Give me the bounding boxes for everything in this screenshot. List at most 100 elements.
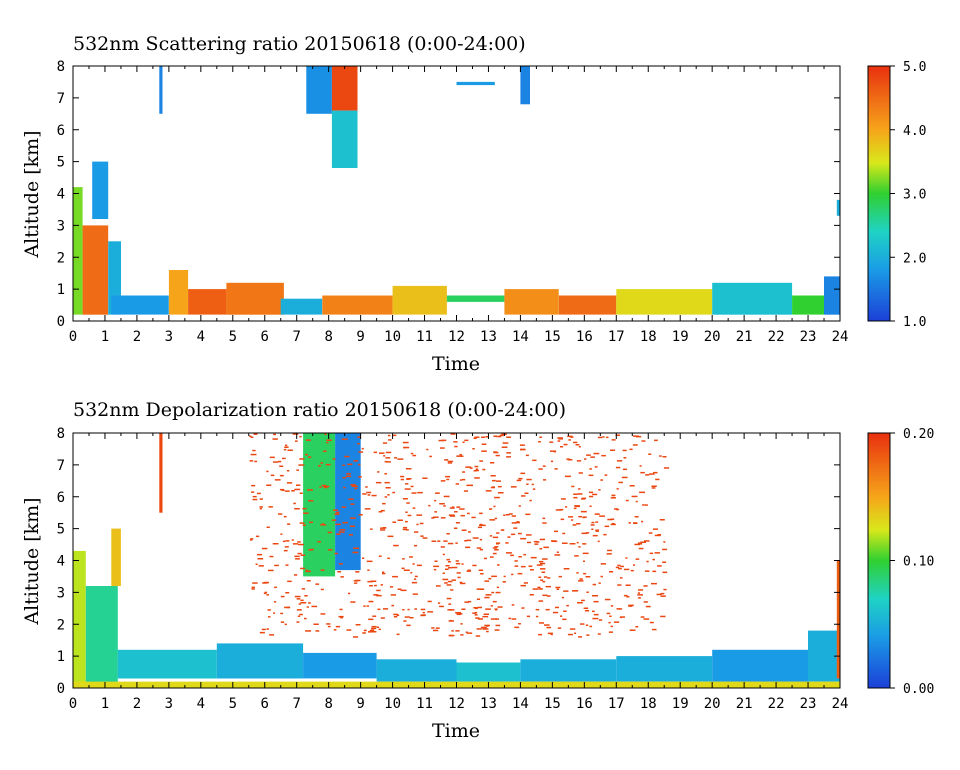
speckle-cell xyxy=(509,513,513,515)
speckle-cell xyxy=(660,592,665,595)
speckle-cell xyxy=(582,543,587,545)
heatmap-cell xyxy=(111,528,121,586)
speckle-cell xyxy=(411,581,418,584)
speckle-cell xyxy=(405,483,409,485)
speckle-cell xyxy=(451,566,458,569)
speckle-cell xyxy=(532,488,536,490)
y-tick-label: 1 xyxy=(57,649,65,665)
speckle-cell xyxy=(280,612,284,615)
speckle-cell xyxy=(617,584,622,586)
speckle-cell xyxy=(341,506,347,508)
speckle-cell xyxy=(455,522,460,524)
speckle-cell xyxy=(495,591,501,594)
speckle-cell xyxy=(259,498,263,500)
speckle-cell xyxy=(308,602,311,604)
speckle-cell xyxy=(319,486,322,488)
colorbar-ticks: 0.00 0.10 0.20 xyxy=(890,427,934,697)
heatmap-cell xyxy=(520,659,617,682)
x-tick-label: 4 xyxy=(197,696,205,712)
speckle-cell xyxy=(400,478,404,481)
speckle-cell xyxy=(646,560,649,563)
speckle-cell xyxy=(600,479,603,481)
speckle-cell xyxy=(446,533,450,535)
x-tick-label: 14 xyxy=(512,696,529,712)
speckle-cell xyxy=(511,522,517,524)
speckle-cell xyxy=(352,551,359,554)
speckle-cell xyxy=(446,558,450,561)
speckle-cell xyxy=(641,520,644,523)
speckle-cell xyxy=(581,532,588,535)
speckle-cell xyxy=(578,515,582,518)
speckle-cell xyxy=(445,568,449,570)
speckle-cell xyxy=(300,599,304,602)
speckle-cell xyxy=(592,610,595,613)
speckle-cell xyxy=(511,604,515,606)
speckle-cell xyxy=(475,635,481,637)
speckle-cell xyxy=(451,630,454,632)
speckle-cell xyxy=(295,558,300,560)
speckle-cell xyxy=(535,608,540,611)
speckle-cell xyxy=(557,437,563,439)
speckle-cell xyxy=(601,454,606,457)
speckle-cell xyxy=(390,586,394,588)
speckle-cell xyxy=(640,541,646,543)
speckle-cell xyxy=(387,557,390,560)
y-axis-label: Altitude [km] xyxy=(21,130,43,258)
speckle-cell xyxy=(620,565,624,568)
speckle-cell xyxy=(526,483,529,485)
speckle-cell xyxy=(578,580,584,582)
speckle-cell xyxy=(472,564,477,567)
colorbar-ticks: 1.0 2.0 3.0 4.0 5.0 xyxy=(890,60,926,330)
speckle-cell xyxy=(283,515,287,518)
speckle-cell xyxy=(304,617,307,620)
heatmap-cell xyxy=(168,270,189,315)
speckle-cell xyxy=(417,491,423,494)
speckle-cell xyxy=(284,623,287,626)
x-tick-label: 2 xyxy=(133,696,141,712)
speckle-cell xyxy=(448,620,454,622)
speckle-cell xyxy=(610,449,616,451)
speckle-cell xyxy=(573,496,578,499)
speckle-cell xyxy=(615,434,620,436)
speckle-cell xyxy=(355,571,360,573)
heatmap-cell xyxy=(159,433,163,513)
speckle-cell xyxy=(578,472,583,474)
speckle-cell xyxy=(455,612,462,614)
speckle-cell xyxy=(414,544,418,547)
speckle-cell xyxy=(300,602,307,604)
speckle-cell xyxy=(252,495,257,498)
speckle-cell xyxy=(514,626,520,629)
speckle-cell xyxy=(414,608,417,610)
speckle-cell xyxy=(320,524,327,526)
speckle-cell xyxy=(628,604,634,607)
speckle-cell xyxy=(455,562,461,565)
speckle-cell xyxy=(556,551,559,553)
speckle-cell xyxy=(562,542,568,544)
speckle-cell xyxy=(371,631,377,633)
speckle-cell xyxy=(453,527,458,529)
speckle-cell xyxy=(496,532,500,534)
x-tick-label: 0 xyxy=(69,329,77,345)
speckle-cell xyxy=(494,496,500,499)
speckle-cell xyxy=(491,479,496,482)
speckle-cell xyxy=(447,462,452,464)
speckle-cell xyxy=(461,563,464,565)
speckle-cell xyxy=(466,484,473,487)
speckle-cell xyxy=(539,622,544,624)
speckle-cell xyxy=(298,603,301,605)
depolarization-ratio-panel: 532nm Depolarization ratio 20150618 (0:0… xyxy=(21,399,934,742)
speckle-cell xyxy=(383,455,386,457)
speckle-cell xyxy=(581,599,585,602)
speckle-cell xyxy=(416,523,419,526)
speckle-cell xyxy=(321,523,325,525)
x-axis-label: Time xyxy=(432,720,480,742)
speckle-cell xyxy=(495,454,500,457)
speckle-cell xyxy=(496,586,499,589)
speckle-cell xyxy=(353,547,360,549)
speckle-cell xyxy=(615,466,621,469)
speckle-cell xyxy=(573,507,577,510)
speckle-cell xyxy=(551,540,558,543)
speckle-cell xyxy=(480,626,487,629)
speckle-cell xyxy=(472,448,475,450)
colorbar-tick-label: 3.0 xyxy=(903,188,926,203)
